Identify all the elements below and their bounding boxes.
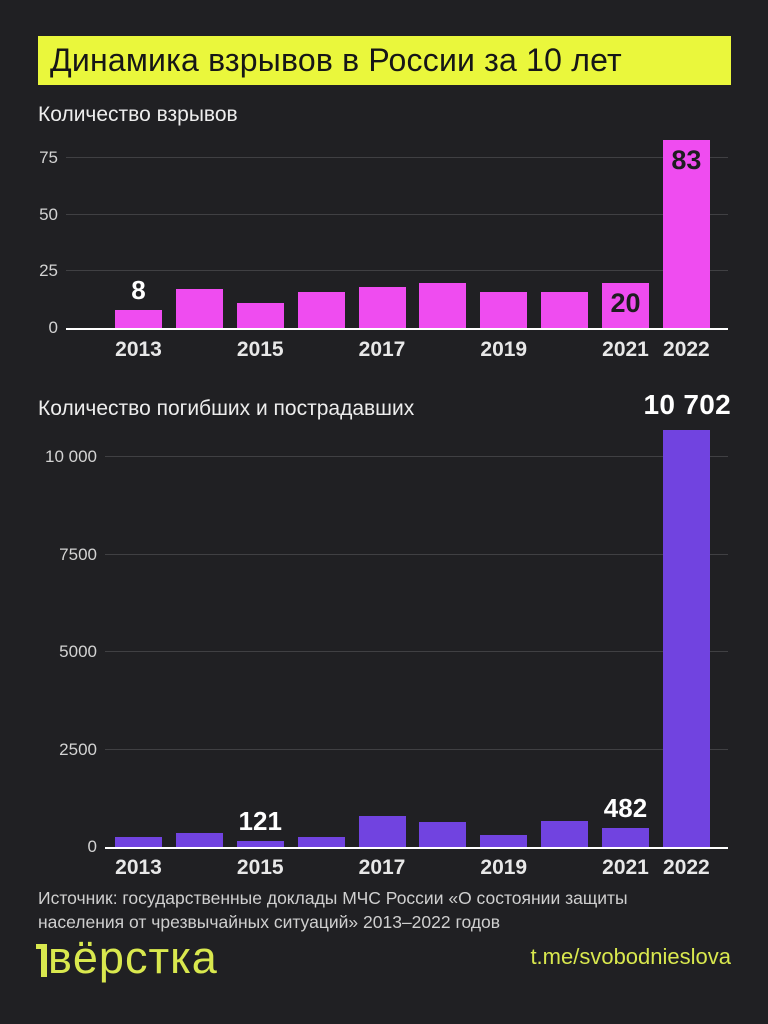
bar-2022: 83 xyxy=(662,139,710,328)
y-tick-label: 50 xyxy=(39,204,58,224)
title-banner: Динамика взрывов в России за 10 лет xyxy=(38,36,731,85)
y-tick-label: 2500 xyxy=(59,739,97,759)
x-tick-label-2017: 2017 xyxy=(358,856,406,879)
chart1-title: Количество взрывов xyxy=(38,103,238,126)
chart1-x-axis-labels: 2013 2015 2017 2019 2021 2022 xyxy=(115,338,710,362)
chart2-bars: 121 482 xyxy=(115,425,710,847)
gridline-75 xyxy=(66,156,728,158)
x-tick-cell xyxy=(541,856,588,880)
bar-value-label: 121 xyxy=(238,806,282,836)
bar-2017 xyxy=(358,287,406,328)
telegram-link[interactable]: t.me/svobodnieslova xyxy=(530,944,731,969)
x-tick-label-2022: 2022 xyxy=(663,338,710,361)
x-tick-cell xyxy=(541,338,588,362)
bar-2016 xyxy=(297,836,345,847)
x-tick-cell xyxy=(419,338,466,362)
y-tick-label: 7500 xyxy=(59,544,97,564)
y-tick-label: 25 xyxy=(39,261,58,281)
bar-2019 xyxy=(480,291,528,328)
chart2-header: Количество погибших и пострадавших 10 70… xyxy=(38,389,731,421)
bar-2020 xyxy=(541,291,589,328)
bar-value-label: 8 xyxy=(131,274,146,305)
verstka-logo-text: вёрстка xyxy=(48,931,218,983)
x-tick-cell xyxy=(176,338,223,362)
chart1-y-axis-labels: 0 25 50 75 xyxy=(0,130,58,337)
bar-2014 xyxy=(175,289,223,328)
x-tick-cell xyxy=(176,856,223,880)
bar-2014 xyxy=(175,832,223,847)
page-title: Динамика взрывов в России за 10 лет xyxy=(50,42,622,78)
bar-2019 xyxy=(480,834,528,847)
source-note: Источник: государственные доклады МЧС Ро… xyxy=(38,888,628,933)
gridline-2500 xyxy=(105,748,728,750)
x-tick-cell xyxy=(298,856,345,880)
x-tick-cell: 2019 xyxy=(480,856,527,880)
gridline-50 xyxy=(66,213,728,215)
bar-2017 xyxy=(358,816,406,847)
x-tick-cell: 2022 xyxy=(663,856,710,880)
y-tick-label: 75 xyxy=(39,147,58,167)
x-tick-cell: 2017 xyxy=(359,338,406,362)
bar-2016 xyxy=(297,291,345,328)
gridline-5000 xyxy=(105,651,728,652)
verstka-logo: вёрстка xyxy=(36,935,218,980)
footer: вёрстка t.me/svobodnieslova xyxy=(36,928,731,986)
bar-2015: 121 xyxy=(236,806,284,847)
x-tick-cell: 2022 xyxy=(663,338,710,362)
x-tick-label-2019: 2019 xyxy=(480,338,528,361)
x-tick-cell xyxy=(298,338,345,362)
y-tick-label: 0 xyxy=(48,318,58,337)
chart2-plot xyxy=(105,425,728,847)
bar-value-label: 83 xyxy=(671,144,702,175)
x-tick-cell: 2021 xyxy=(602,856,649,880)
x-tick-cell: 2017 xyxy=(359,856,406,880)
bar-2021: 482 xyxy=(602,793,649,847)
x-tick-label-2015: 2015 xyxy=(236,338,284,361)
x-tick-cell: 2015 xyxy=(237,856,284,880)
x-tick-label-2017: 2017 xyxy=(358,338,406,361)
chart2-y-axis-labels: 0 2500 5000 7500 10 000 xyxy=(0,425,97,856)
x-tick-label-2013: 2013 xyxy=(115,856,162,879)
chart1-bars: 8 20 83 xyxy=(115,130,710,328)
gridline-7500 xyxy=(105,553,728,555)
x-tick-cell xyxy=(419,856,466,880)
bar-2013 xyxy=(115,836,162,847)
x-tick-cell: 2013 xyxy=(115,338,162,362)
chart2-title: Количество погибших и пострадавших xyxy=(38,397,415,420)
chart1-plot xyxy=(66,130,728,328)
x-tick-label-2022: 2022 xyxy=(663,856,710,879)
gridline-25 xyxy=(66,270,728,272)
bar-2020 xyxy=(541,820,589,847)
x-tick-label-2015: 2015 xyxy=(236,856,284,879)
chart2-x-axis-labels: 2013 2015 2017 2019 2021 2022 xyxy=(115,856,710,880)
chart2-peak-value: 10 702 xyxy=(643,389,731,420)
x-tick-cell: 2013 xyxy=(115,856,162,880)
bar-value-label: 20 xyxy=(610,287,641,318)
gridline-10000 xyxy=(105,456,728,457)
verstka-logo-mark-icon xyxy=(36,943,47,977)
x-tick-label-2013: 2013 xyxy=(115,338,162,361)
x-tick-label-2021: 2021 xyxy=(602,856,649,879)
bar-2018 xyxy=(419,282,467,328)
bar-2018 xyxy=(419,822,467,847)
chart1-x-axis xyxy=(66,328,728,330)
x-tick-label-2021: 2021 xyxy=(602,338,649,361)
bar-2015 xyxy=(236,303,284,328)
x-tick-cell: 2015 xyxy=(237,338,284,362)
bar-2021: 20 xyxy=(602,282,649,328)
y-tick-label: 5000 xyxy=(59,642,97,661)
y-tick-label: 0 xyxy=(87,837,97,856)
x-tick-cell: 2019 xyxy=(480,338,527,362)
y-tick-label: 10 000 xyxy=(45,447,97,466)
chart2-x-axis xyxy=(105,847,728,849)
bar-value-label: 482 xyxy=(603,793,648,824)
x-tick-label-2019: 2019 xyxy=(480,856,528,879)
bar-2013: 8 xyxy=(115,275,162,328)
x-tick-cell: 2021 xyxy=(602,338,649,362)
bar-2022 xyxy=(662,429,710,847)
